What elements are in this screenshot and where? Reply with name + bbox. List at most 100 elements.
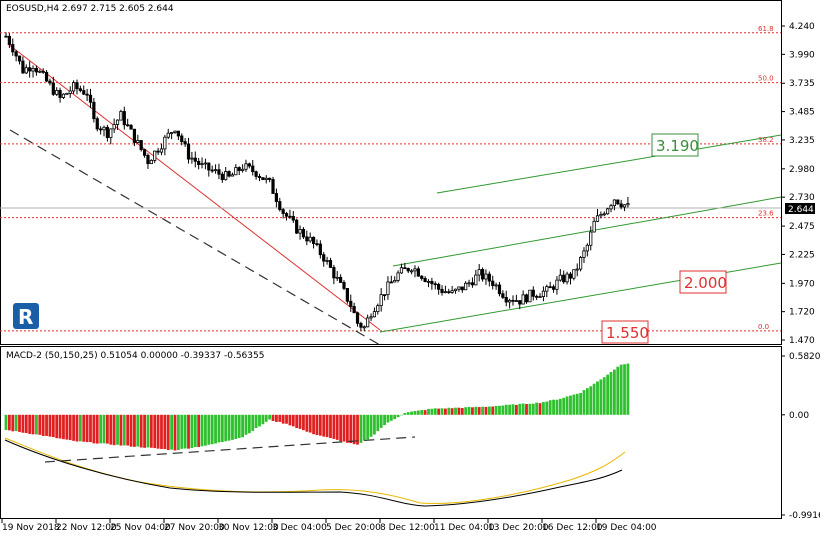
candle-body [295,219,299,234]
candle-body [352,306,356,314]
macd-bar [329,414,332,439]
macd-bar [72,414,75,441]
candle-body [355,312,360,324]
macd-panel-border [0,346,782,519]
macd-bar [613,369,616,415]
macd-dashed-trendline [44,436,416,463]
candle-body [207,162,211,171]
macd-bar [373,414,376,435]
candle-body [579,257,583,270]
candle-body [176,130,180,137]
candle-body [203,162,208,165]
macd-bar [305,414,309,432]
candle-body [92,101,96,120]
candle-body [565,273,569,283]
fibonacci-levels [0,32,781,332]
macd-bar [207,414,211,445]
candle-body [112,124,116,130]
candle-body [51,82,55,95]
candle-body [24,67,28,74]
time-tick-label: 13 Dec 20:00 [488,523,549,533]
candle-body [619,203,623,208]
macd-bar [126,414,130,446]
candle-body [95,118,99,130]
candle-body [555,279,559,290]
price-tick-label: 3.735 [789,79,815,89]
candle-body [409,270,414,273]
time-tick-label: 27 Nov 20:00 [164,523,225,533]
macd-bar [403,412,407,415]
macd-bar [471,407,474,415]
candle-body [220,173,224,181]
candle-body [99,128,103,131]
candle-body [38,70,42,73]
macd-bar [119,414,123,446]
candle-body [305,236,309,242]
last-price-badge [785,203,815,214]
macd-bar [460,408,464,415]
candle-body [467,282,471,285]
macd-bar [136,414,140,447]
macd-bar [592,383,596,415]
candle-body [575,268,579,271]
macd-bar [14,414,18,432]
macd-bar [21,414,25,433]
macd-bar [146,414,150,448]
candle-body [524,294,529,303]
macd-bar [575,393,579,415]
macd-bar [200,414,204,447]
macd-tick-label: -0.99169 [789,511,820,521]
macd-bar [278,414,282,422]
macd-bar [197,414,201,448]
candle-body [460,286,464,291]
macd-bar [261,414,265,425]
candle-body [210,169,214,172]
logo-letter: R [18,305,33,329]
macd-bar [210,414,214,445]
macd-bar [606,374,610,415]
candle-body [477,269,481,276]
macd-bar [457,407,461,415]
macd-bar [180,414,184,449]
candle-body [170,132,174,134]
candle-body [315,243,319,246]
candle-body [362,326,366,329]
candle-body [443,291,448,294]
candle-body [82,90,86,95]
macd-bar [433,408,437,415]
fib-label: 23.6 [758,210,774,218]
candle-body [298,229,302,234]
candle-body [379,294,383,307]
macd-bar [538,403,542,415]
candle-body [359,322,363,328]
candle-body [585,244,589,252]
candle-body [65,92,69,95]
candle-body [521,294,525,305]
candle-body [413,268,417,272]
macd-bar [224,414,228,442]
candle-body [592,220,596,233]
candle-body [386,281,390,296]
candle-body [142,149,147,156]
candle-body [551,286,556,290]
fib-label: 50.0 [758,75,774,83]
candle-body [234,167,238,176]
candle-body [41,70,45,73]
candle-body [450,290,454,293]
candle-body [342,282,346,289]
candle-body [88,94,93,103]
macd-bar [106,414,109,444]
macd-bar [623,364,626,415]
candle-body [139,140,143,151]
time-tick-label: 16 Dec 12:00 [542,523,603,533]
candle-body [484,273,488,280]
candle-body [369,316,373,319]
candle-body [237,167,241,171]
candle-body [244,163,248,170]
macd-bar [366,414,370,440]
symbol-header: EOSUSD,H4 2.697 2.715 2.605 2.644 [6,4,174,14]
last-price-label: 2.644 [788,205,814,215]
macd-bar [400,414,403,416]
candle-body [159,148,164,153]
macd-bar [302,414,305,431]
